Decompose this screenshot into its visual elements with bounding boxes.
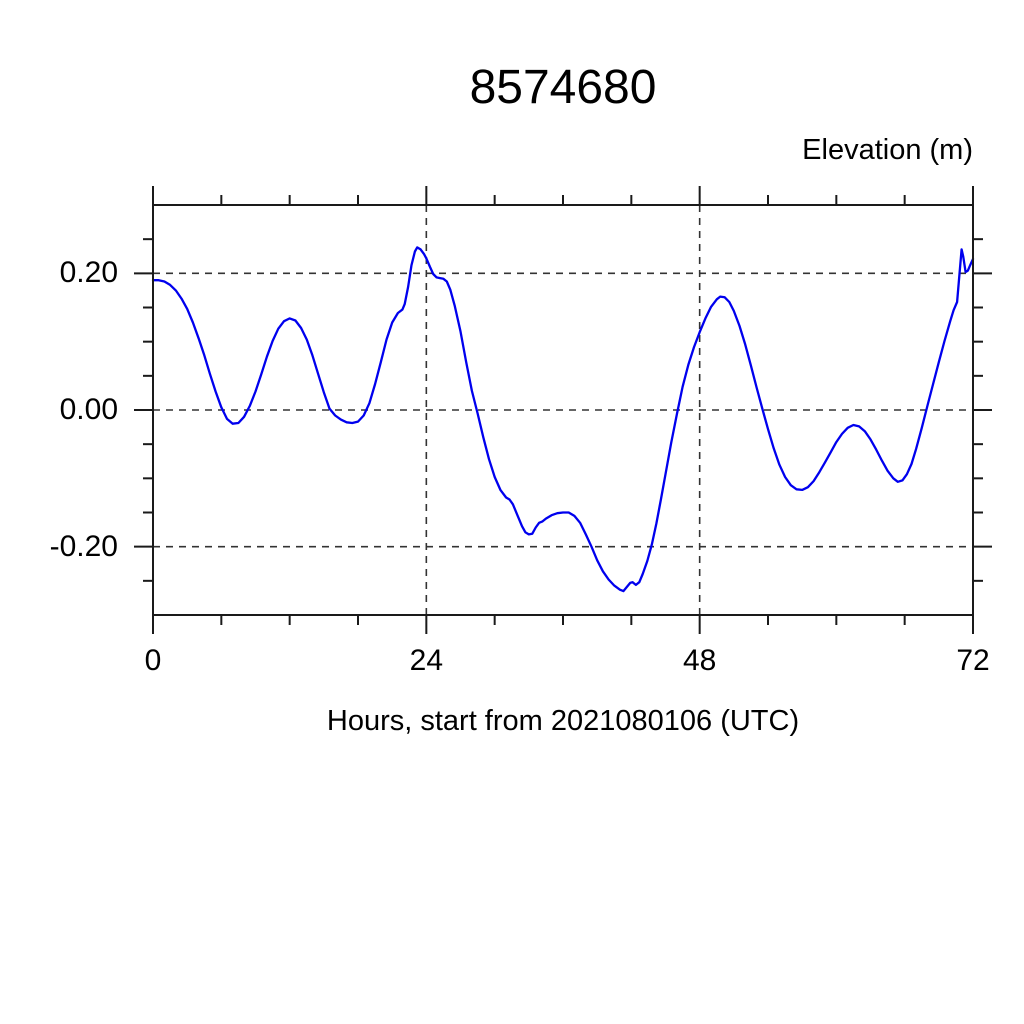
y-tick-label: -0.20 bbox=[49, 529, 118, 563]
y-tick-label: 0.20 bbox=[59, 256, 118, 290]
x-tick-label: 24 bbox=[409, 644, 444, 677]
elevation-line bbox=[151, 246, 975, 593]
x-axis-title: Hours, start from 2021080106 (UTC) bbox=[326, 705, 800, 737]
y-tick-label: 0.00 bbox=[59, 393, 118, 426]
x-tick-label: 72 bbox=[956, 644, 990, 677]
x-tick-label: 48 bbox=[682, 644, 717, 677]
y-axis-title: Elevation (m) bbox=[802, 134, 973, 166]
x-tick-label: 0 bbox=[144, 644, 162, 677]
figure-title: 8574680 bbox=[469, 61, 657, 114]
